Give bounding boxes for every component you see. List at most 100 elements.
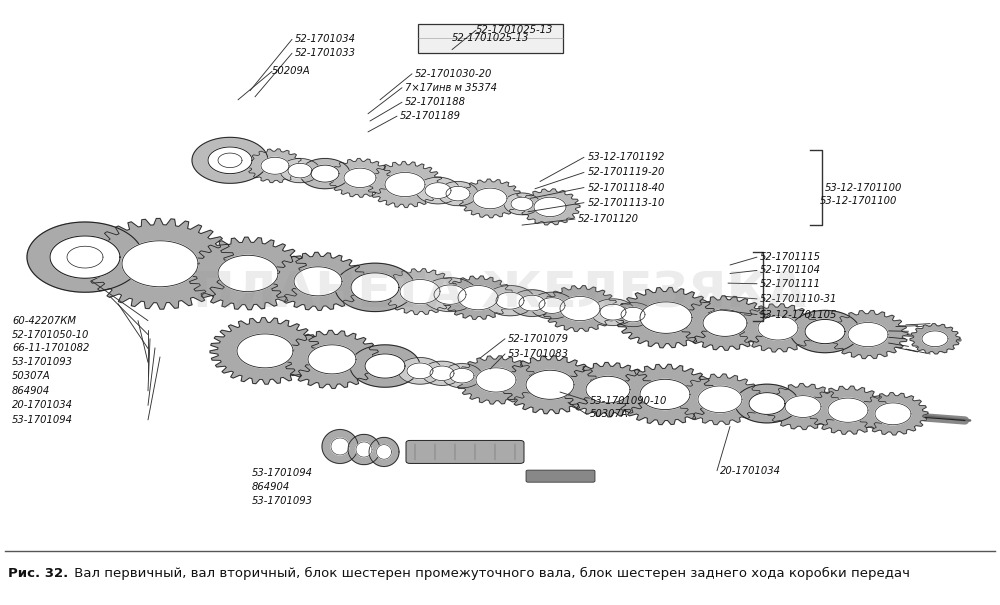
Polygon shape xyxy=(284,330,380,388)
Polygon shape xyxy=(422,361,462,385)
FancyBboxPatch shape xyxy=(406,440,524,463)
Polygon shape xyxy=(67,246,103,268)
Text: 53-1701093: 53-1701093 xyxy=(252,496,313,506)
Polygon shape xyxy=(85,218,235,309)
Text: 20-1701034: 20-1701034 xyxy=(720,466,781,476)
Text: 864904: 864904 xyxy=(12,386,50,396)
Polygon shape xyxy=(438,182,478,206)
Polygon shape xyxy=(758,316,798,340)
Polygon shape xyxy=(270,252,366,310)
Polygon shape xyxy=(511,197,533,211)
Polygon shape xyxy=(218,153,242,168)
Polygon shape xyxy=(416,177,460,204)
Polygon shape xyxy=(369,437,399,466)
Polygon shape xyxy=(749,393,785,414)
Polygon shape xyxy=(322,430,358,463)
Text: 52-1701033: 52-1701033 xyxy=(295,48,356,58)
Text: 52-1701104: 52-1701104 xyxy=(760,266,821,275)
Polygon shape xyxy=(308,345,356,374)
Polygon shape xyxy=(356,442,372,457)
Polygon shape xyxy=(805,319,845,344)
Polygon shape xyxy=(247,149,303,183)
Polygon shape xyxy=(526,370,574,399)
Polygon shape xyxy=(458,286,498,310)
Polygon shape xyxy=(530,292,574,319)
Polygon shape xyxy=(331,438,349,455)
Polygon shape xyxy=(188,237,308,310)
Text: 52-1701115: 52-1701115 xyxy=(760,252,821,262)
Polygon shape xyxy=(600,304,626,320)
Polygon shape xyxy=(385,172,425,197)
Text: 50209А: 50209А xyxy=(272,67,311,76)
Text: 52-1701189: 52-1701189 xyxy=(400,111,461,121)
Polygon shape xyxy=(790,310,860,353)
Text: 52-1701111: 52-1701111 xyxy=(760,279,821,289)
Polygon shape xyxy=(613,302,653,327)
Polygon shape xyxy=(735,384,799,423)
Polygon shape xyxy=(785,396,821,417)
Polygon shape xyxy=(539,298,565,313)
Text: 50307А: 50307А xyxy=(12,371,51,381)
Polygon shape xyxy=(496,292,524,309)
Polygon shape xyxy=(640,302,692,333)
Polygon shape xyxy=(591,299,635,325)
Polygon shape xyxy=(365,354,405,378)
Polygon shape xyxy=(288,163,312,178)
Text: Рис. 32.: Рис. 32. xyxy=(8,567,68,580)
Polygon shape xyxy=(425,183,451,198)
Text: 53-1701094: 53-1701094 xyxy=(12,415,73,425)
Polygon shape xyxy=(50,236,120,278)
Text: 52-1701119-20: 52-1701119-20 xyxy=(588,168,665,177)
Polygon shape xyxy=(422,278,478,312)
Polygon shape xyxy=(678,374,762,425)
Polygon shape xyxy=(434,285,466,304)
Polygon shape xyxy=(680,296,770,350)
Text: 52-1701110-31: 52-1701110-31 xyxy=(760,294,837,304)
Polygon shape xyxy=(563,362,653,417)
Polygon shape xyxy=(828,398,868,422)
Polygon shape xyxy=(458,179,522,218)
Polygon shape xyxy=(377,445,392,459)
Polygon shape xyxy=(261,157,289,174)
Text: 53-1701094: 53-1701094 xyxy=(252,468,313,478)
Polygon shape xyxy=(218,255,278,292)
Polygon shape xyxy=(398,358,442,384)
Polygon shape xyxy=(510,290,554,316)
Polygon shape xyxy=(703,310,747,336)
Polygon shape xyxy=(237,334,293,368)
Polygon shape xyxy=(367,162,443,208)
Polygon shape xyxy=(382,269,458,315)
Polygon shape xyxy=(400,280,440,304)
Polygon shape xyxy=(542,286,618,332)
FancyBboxPatch shape xyxy=(526,470,595,482)
Polygon shape xyxy=(456,356,536,404)
Text: 66-11-1701082: 66-11-1701082 xyxy=(12,344,89,353)
Text: 52-1701030-20: 52-1701030-20 xyxy=(415,69,492,79)
Polygon shape xyxy=(560,296,600,321)
Polygon shape xyxy=(328,159,392,197)
Polygon shape xyxy=(473,188,507,209)
Polygon shape xyxy=(922,331,948,347)
Polygon shape xyxy=(407,363,433,379)
Polygon shape xyxy=(808,386,888,434)
Polygon shape xyxy=(502,356,598,414)
Polygon shape xyxy=(300,159,350,189)
Polygon shape xyxy=(698,386,742,413)
Polygon shape xyxy=(208,147,252,174)
Text: 52-1701113-10: 52-1701113-10 xyxy=(588,198,665,208)
Text: 52-1701188: 52-1701188 xyxy=(405,97,466,107)
Text: 52-1701120: 52-1701120 xyxy=(578,214,639,224)
Polygon shape xyxy=(430,366,454,381)
Text: 52-1701050-10: 52-1701050-10 xyxy=(12,330,89,339)
Text: 53-12-1701105: 53-12-1701105 xyxy=(760,310,837,319)
Text: 50307А: 50307А xyxy=(590,410,629,419)
Polygon shape xyxy=(442,276,514,319)
Text: 52-1701079: 52-1701079 xyxy=(508,334,569,344)
Polygon shape xyxy=(192,137,268,183)
Text: 53-1701093: 53-1701093 xyxy=(12,358,73,367)
Text: 52-1701025-13: 52-1701025-13 xyxy=(476,25,553,35)
Text: 53-1701090-10: 53-1701090-10 xyxy=(590,396,667,405)
Polygon shape xyxy=(442,364,482,388)
Polygon shape xyxy=(210,318,320,384)
Polygon shape xyxy=(335,263,415,312)
